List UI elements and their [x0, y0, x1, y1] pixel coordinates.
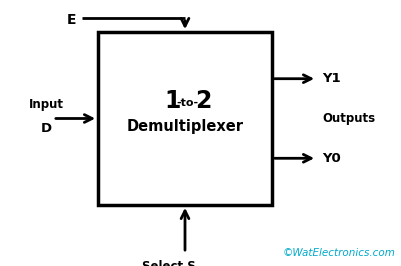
Text: Outputs: Outputs	[322, 112, 375, 125]
Text: 1: 1	[165, 89, 181, 113]
Text: Select S: Select S	[142, 260, 196, 266]
Text: Y0: Y0	[322, 152, 341, 165]
Text: Y1: Y1	[322, 72, 340, 85]
Text: D: D	[41, 122, 52, 135]
Text: Demultiplexer: Demultiplexer	[126, 119, 243, 134]
Text: 2: 2	[195, 89, 211, 113]
Text: ©WatElectronics.com: ©WatElectronics.com	[282, 248, 395, 258]
Text: Input: Input	[28, 98, 63, 111]
Text: E: E	[67, 13, 77, 27]
Bar	[98, 32, 272, 205]
Text: -to-: -to-	[176, 98, 198, 109]
